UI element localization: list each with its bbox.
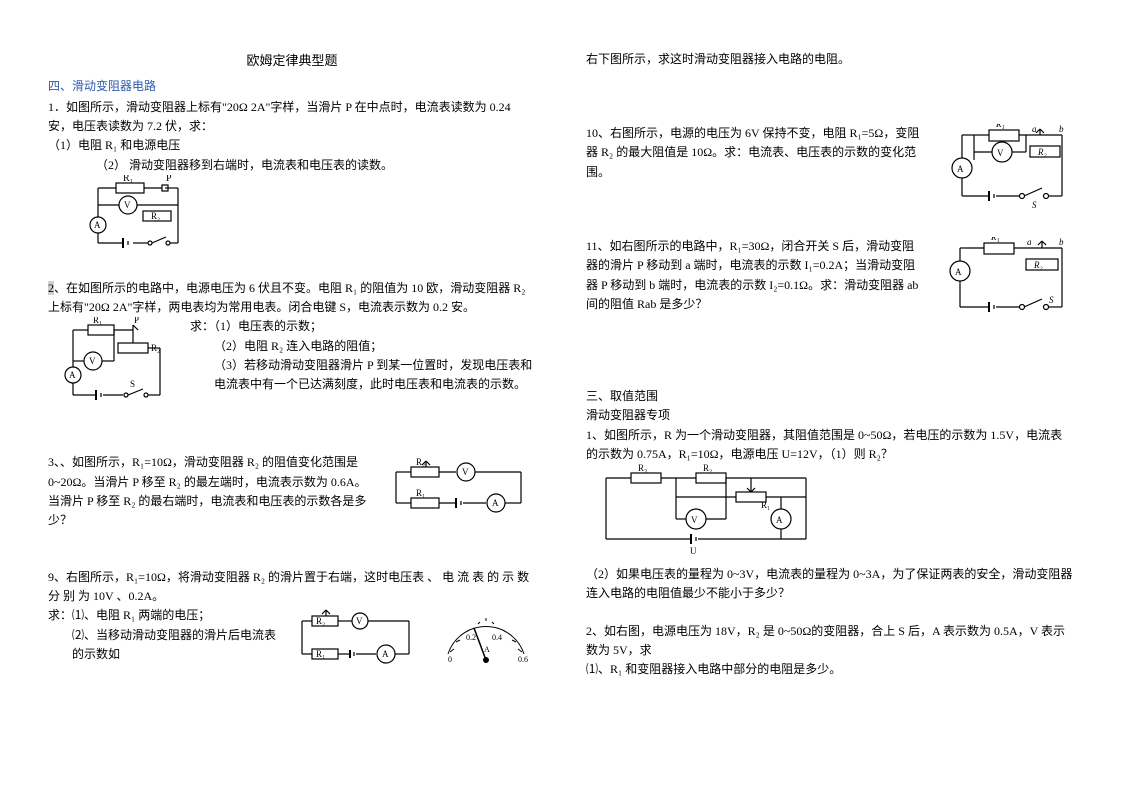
svg-text:a: a bbox=[1027, 237, 1032, 247]
svg-text:b: b bbox=[1059, 124, 1064, 134]
svg-text:0.6: 0.6 bbox=[518, 655, 528, 664]
pr1-l1: 1、如图所示，R 为一个滑动变阻器，其阻值范围是 0~50Ω，若电压的示数为 1… bbox=[586, 426, 1074, 464]
svg-text:A: A bbox=[776, 515, 783, 525]
svg-text:R₂: R₂ bbox=[416, 457, 425, 467]
svg-text:R₃: R₃ bbox=[638, 464, 647, 473]
svg-text:V: V bbox=[997, 148, 1004, 158]
p1-line1: 1．如图所示，滑动变阻器上标有"20Ω 2A"字样，当滑片 P 在中点时，电流表… bbox=[48, 98, 536, 136]
gauge-diagram: 0 0.2 0.4 0.6 A bbox=[436, 606, 536, 670]
document-title: 欧姆定律典型题 bbox=[48, 50, 536, 69]
p2-line1: 2、在如图所示的电路中，电源电压为 6 伏且不变。电阻 R₁ 的阻值为 10 欧… bbox=[48, 279, 536, 317]
svg-text:A: A bbox=[955, 267, 962, 277]
problem-1: 1．如图所示，滑动变阻器上标有"20Ω 2A"字样，当滑片 P 在中点时，电流表… bbox=[48, 98, 536, 261]
p9-continuation: 右下图所示，求这时滑动变阻器接入电路的电阻。 bbox=[586, 50, 1074, 69]
p2-q3: （3）若移动滑动变阻器滑片 P 到某一位置时，发现电压表和电流表中有一个已达满刻… bbox=[190, 356, 536, 394]
p2-q2: （2）电阻 R₂ 连入电路的阻值； bbox=[190, 337, 536, 356]
svg-text:V: V bbox=[124, 200, 131, 210]
left-column: 欧姆定律典型题 四、滑动变阻器电路 1．如图所示，滑动变阻器上标有"20Ω 2A… bbox=[48, 50, 536, 773]
svg-text:A: A bbox=[382, 649, 389, 659]
circuit-diagram-11: R₁ a b R₂ A S bbox=[934, 237, 1074, 332]
svg-text:R₂: R₂ bbox=[316, 616, 325, 626]
problem-r2: 2、如右图，电源电压为 18V，R₂ 是 0~50Ω的变阻器，合上 S 后，A … bbox=[586, 622, 1074, 680]
problem-11: 11、如右图所示的电路中，R₁=30Ω，闭合开关 S 后，滑动变阻器的滑片 P … bbox=[586, 237, 1074, 332]
svg-text:A: A bbox=[484, 645, 490, 654]
svg-text:R₁: R₁ bbox=[990, 237, 1000, 242]
svg-text:R₁: R₁ bbox=[761, 500, 770, 510]
section-3-sub: 滑动变阻器专项 bbox=[586, 406, 1074, 425]
p10-text: 10、右图所示，电源的电压为 6V 保持不变，电阻 R₁=5Ω，变阻器 R₂ 的… bbox=[586, 124, 922, 182]
svg-text:b: b bbox=[1059, 237, 1064, 247]
svg-text:0.4: 0.4 bbox=[492, 633, 502, 642]
svg-text:P: P bbox=[166, 175, 172, 184]
p1-line2: （1）电阻 R₁ 和电源电压 bbox=[48, 136, 536, 155]
svg-text:A: A bbox=[94, 220, 101, 230]
svg-text:R₁: R₁ bbox=[416, 488, 425, 498]
problem-r1: 1、如图所示，R 为一个滑动变阻器，其阻值范围是 0~50Ω，若电压的示数为 1… bbox=[586, 426, 1074, 604]
section-header-4: 四、滑动变阻器电路 bbox=[48, 77, 536, 94]
circuit-diagram-3: R₂ V R₁ A bbox=[386, 453, 536, 523]
p3-text: 3、、如图所示，R₁=10Ω，滑动变阻器 R₂ 的阻值变化范围是 0~20Ω。当… bbox=[48, 453, 374, 530]
svg-text:R₂: R₂ bbox=[703, 464, 712, 473]
pr2-l1: 2、如右图，电源电压为 18V，R₂ 是 0~50Ω的变阻器，合上 S 后，A … bbox=[586, 622, 1074, 660]
svg-text:V: V bbox=[356, 616, 363, 626]
svg-text:S: S bbox=[130, 379, 135, 389]
problem-3: 3、、如图所示，R₁=10Ω，滑动变阻器 R₂ 的阻值变化范围是 0~20Ω。当… bbox=[48, 453, 536, 530]
circuit-diagram-1: R₁ P V R₂ A bbox=[48, 175, 198, 255]
svg-text:R₂: R₂ bbox=[1033, 260, 1043, 270]
circuit-diagram-2: R₁ P R₂ V A bbox=[48, 317, 178, 407]
p2-l1-body: 、在如图所示的电路中，电源电压为 6 伏且不变。电阻 R₁ 的阻值为 10 欧，… bbox=[48, 281, 525, 314]
p9-sub: 求：⑴、电阻 R₁ 两端的电压； ⑵、当移动滑动变阻器的滑片后电流表的示数如 bbox=[48, 606, 282, 664]
svg-text:U: U bbox=[690, 546, 697, 556]
svg-text:A: A bbox=[492, 498, 499, 508]
circuit-diagram-r1: R₃ R₂ R₁ V A U bbox=[586, 464, 846, 559]
circuit-diagram-10: R₁ V a b R₂ A bbox=[934, 124, 1074, 219]
svg-text:R₁: R₁ bbox=[316, 649, 325, 659]
section-3-header: 三、取值范围 bbox=[586, 387, 1074, 406]
problem-9: 9、右图所示，R₁=10Ω，将滑动变阻器 R₂ 的滑片置于右端，这时电压表 、 … bbox=[48, 568, 536, 676]
p2-questions: 求：（1）电压表的示数； （2）电阻 R₂ 连入电路的阻值； （3）若移动滑动变… bbox=[190, 317, 536, 394]
svg-text:0.2: 0.2 bbox=[466, 633, 476, 642]
svg-text:S: S bbox=[1032, 200, 1037, 210]
svg-text:S: S bbox=[1049, 295, 1054, 305]
problem-2: 2、在如图所示的电路中，电源电压为 6 伏且不变。电阻 R₁ 的阻值为 10 欧… bbox=[48, 279, 536, 407]
pr1-l2: （2）如果电压表的量程为 0~3V，电流表的量程为 0~3A，为了保证两表的安全… bbox=[586, 565, 1074, 603]
circuit-diagram-9: R₂ V R₁ A bbox=[294, 606, 424, 676]
svg-text:A: A bbox=[69, 370, 76, 380]
svg-text:V: V bbox=[89, 356, 96, 366]
svg-text:R₁: R₁ bbox=[995, 124, 1005, 129]
svg-text:V: V bbox=[462, 467, 469, 477]
p2-q1: 求：（1）电压表的示数； bbox=[190, 317, 536, 336]
p9-l3: ⑵、当移动滑动变阻器的滑片后电流表的示数如 bbox=[48, 626, 282, 664]
svg-text:P: P bbox=[134, 317, 139, 325]
right-column: 右下图所示，求这时滑动变阻器接入电路的电阻。 10、右图所示，电源的电压为 6V… bbox=[586, 50, 1074, 773]
p9-l2: 求：⑴、电阻 R₁ 两端的电压； bbox=[48, 606, 282, 625]
svg-text:R₁: R₁ bbox=[93, 317, 102, 325]
svg-text:R₁: R₁ bbox=[123, 175, 133, 184]
svg-text:A: A bbox=[957, 164, 964, 174]
pr2-l2: ⑴、R₁ 和变阻器接入电路中部分的电阻是多少。 bbox=[586, 660, 1074, 679]
svg-text:R₂: R₂ bbox=[151, 211, 160, 221]
p11-text: 11、如右图所示的电路中，R₁=30Ω，闭合开关 S 后，滑动变阻器的滑片 P … bbox=[586, 237, 922, 314]
problem-10: 10、右图所示，电源的电压为 6V 保持不变，电阻 R₁=5Ω，变阻器 R₂ 的… bbox=[586, 124, 1074, 219]
p1-line3: （2） 滑动变阻器移到右端时，电流表和电压表的读数。 bbox=[48, 156, 536, 175]
svg-text:R₂: R₂ bbox=[1037, 147, 1047, 157]
p9-l1: 9、右图所示，R₁=10Ω，将滑动变阻器 R₂ 的滑片置于右端，这时电压表 、 … bbox=[48, 568, 536, 606]
svg-text:0: 0 bbox=[448, 655, 452, 664]
svg-text:V: V bbox=[691, 515, 698, 525]
